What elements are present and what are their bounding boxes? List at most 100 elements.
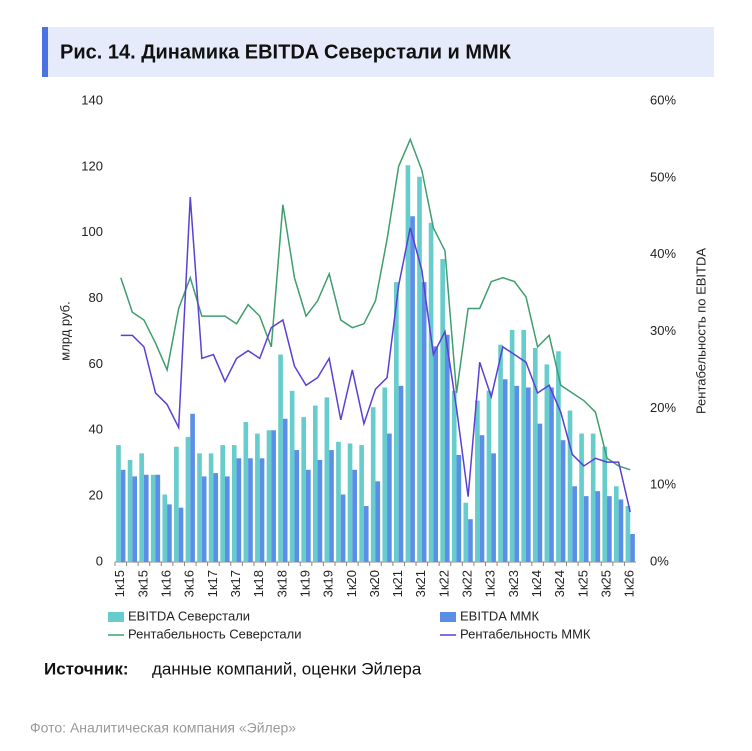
bar: [394, 282, 399, 562]
x-tick-label: 3к19: [321, 570, 336, 597]
x-tick-label: 3к18: [274, 570, 289, 597]
bar: [150, 474, 156, 562]
bar: [521, 329, 527, 562]
bar: [602, 446, 608, 562]
x-tick-label: 3к21: [413, 570, 428, 597]
y2-tick-label: 0%: [650, 553, 669, 568]
legend-swatch: [440, 612, 456, 622]
bar: [556, 351, 561, 562]
bar: [231, 445, 237, 562]
bar: [549, 387, 554, 562]
bar: [282, 418, 288, 562]
bar: [463, 502, 469, 562]
bar: [537, 423, 543, 562]
bar: [324, 397, 330, 562]
bar: [479, 435, 485, 562]
bar: [382, 387, 388, 562]
y2-tick-label: 10%: [650, 477, 676, 492]
bar: [579, 433, 584, 562]
x-tick-label: 1к26: [622, 570, 637, 597]
y2-tick-label: 60%: [650, 92, 676, 107]
x-tick-label: 3к15: [135, 570, 150, 597]
bar: [347, 443, 353, 562]
bar: [312, 405, 318, 562]
x-tick-label: 1к23: [483, 570, 498, 597]
bar: [127, 459, 133, 562]
bar: [498, 344, 503, 562]
photo-caption: Фото: Аналитическая компания «Эйлер»: [30, 720, 296, 736]
bar: [532, 347, 538, 562]
bar: [120, 469, 126, 562]
y2-tick-label: 20%: [650, 400, 676, 415]
source-text: данные компаний, оценки Эйлера: [152, 659, 422, 678]
y-tick-label: 40: [89, 422, 103, 437]
x-tick-label: 1к16: [159, 570, 174, 597]
bar: [363, 506, 369, 562]
bar: [433, 346, 439, 562]
bar: [590, 433, 596, 562]
bar: [583, 496, 589, 562]
bar: [220, 445, 225, 562]
x-tick-label: 3к22: [460, 570, 475, 597]
legend-label: Рентабельность ММК: [460, 626, 591, 641]
bar: [475, 400, 480, 562]
bar: [405, 165, 411, 563]
x-tick-label: 3к16: [182, 570, 197, 597]
bar: [607, 496, 612, 562]
bar: [201, 476, 207, 562]
bar: [132, 476, 137, 562]
line: [120, 196, 631, 513]
bar: [451, 390, 457, 562]
source-label: Источник:: [44, 659, 129, 678]
x-tick-label: 3к20: [367, 570, 382, 597]
x-tick-label: 1к21: [390, 570, 405, 597]
bar: [359, 445, 364, 562]
bar: [410, 216, 415, 562]
bar: [266, 430, 272, 562]
y-tick-label: 60: [89, 356, 103, 371]
bar: [398, 385, 404, 562]
bar: [289, 390, 295, 562]
bar: [259, 458, 265, 562]
chart-title: Рис. 14. Динамика EBITDA Северстали и ММ…: [60, 41, 512, 63]
bar: [294, 450, 300, 562]
y2-tick-label: 50%: [650, 169, 676, 184]
legend-label: EBITDA Северстали: [128, 608, 250, 623]
x-tick-label: 3к24: [552, 570, 567, 597]
bar: [340, 494, 346, 562]
legend-label: Рентабельность Северстали: [128, 626, 301, 641]
bar: [618, 499, 624, 562]
bar: [630, 534, 635, 562]
legend-label: EBITDA ММК: [460, 608, 540, 623]
legend-swatch: [108, 612, 124, 622]
bar: [417, 176, 422, 562]
bar: [572, 486, 577, 562]
bar: [306, 469, 311, 562]
y-tick-label: 120: [81, 158, 103, 173]
bar: [428, 222, 434, 563]
line: [120, 137, 631, 471]
bar: [248, 458, 253, 562]
bar: [143, 474, 149, 562]
bar: [387, 433, 392, 562]
bar: [174, 446, 179, 562]
bar: [155, 474, 161, 562]
bar: [444, 334, 450, 562]
bar: [190, 413, 195, 562]
x-tick-label: 1к19: [297, 570, 312, 597]
bar: [567, 410, 573, 562]
bar: [440, 259, 445, 562]
bar: [421, 282, 427, 562]
bar: [625, 506, 631, 562]
bar: [208, 453, 214, 562]
bar: [255, 433, 260, 562]
bar: [197, 453, 202, 562]
bar: [243, 422, 249, 562]
bar: [116, 445, 121, 562]
x-tick-label: 1к25: [575, 570, 590, 597]
bar: [486, 390, 492, 562]
bar: [162, 494, 168, 562]
x-tick-label: 1к18: [251, 570, 266, 597]
bar: [139, 453, 144, 562]
